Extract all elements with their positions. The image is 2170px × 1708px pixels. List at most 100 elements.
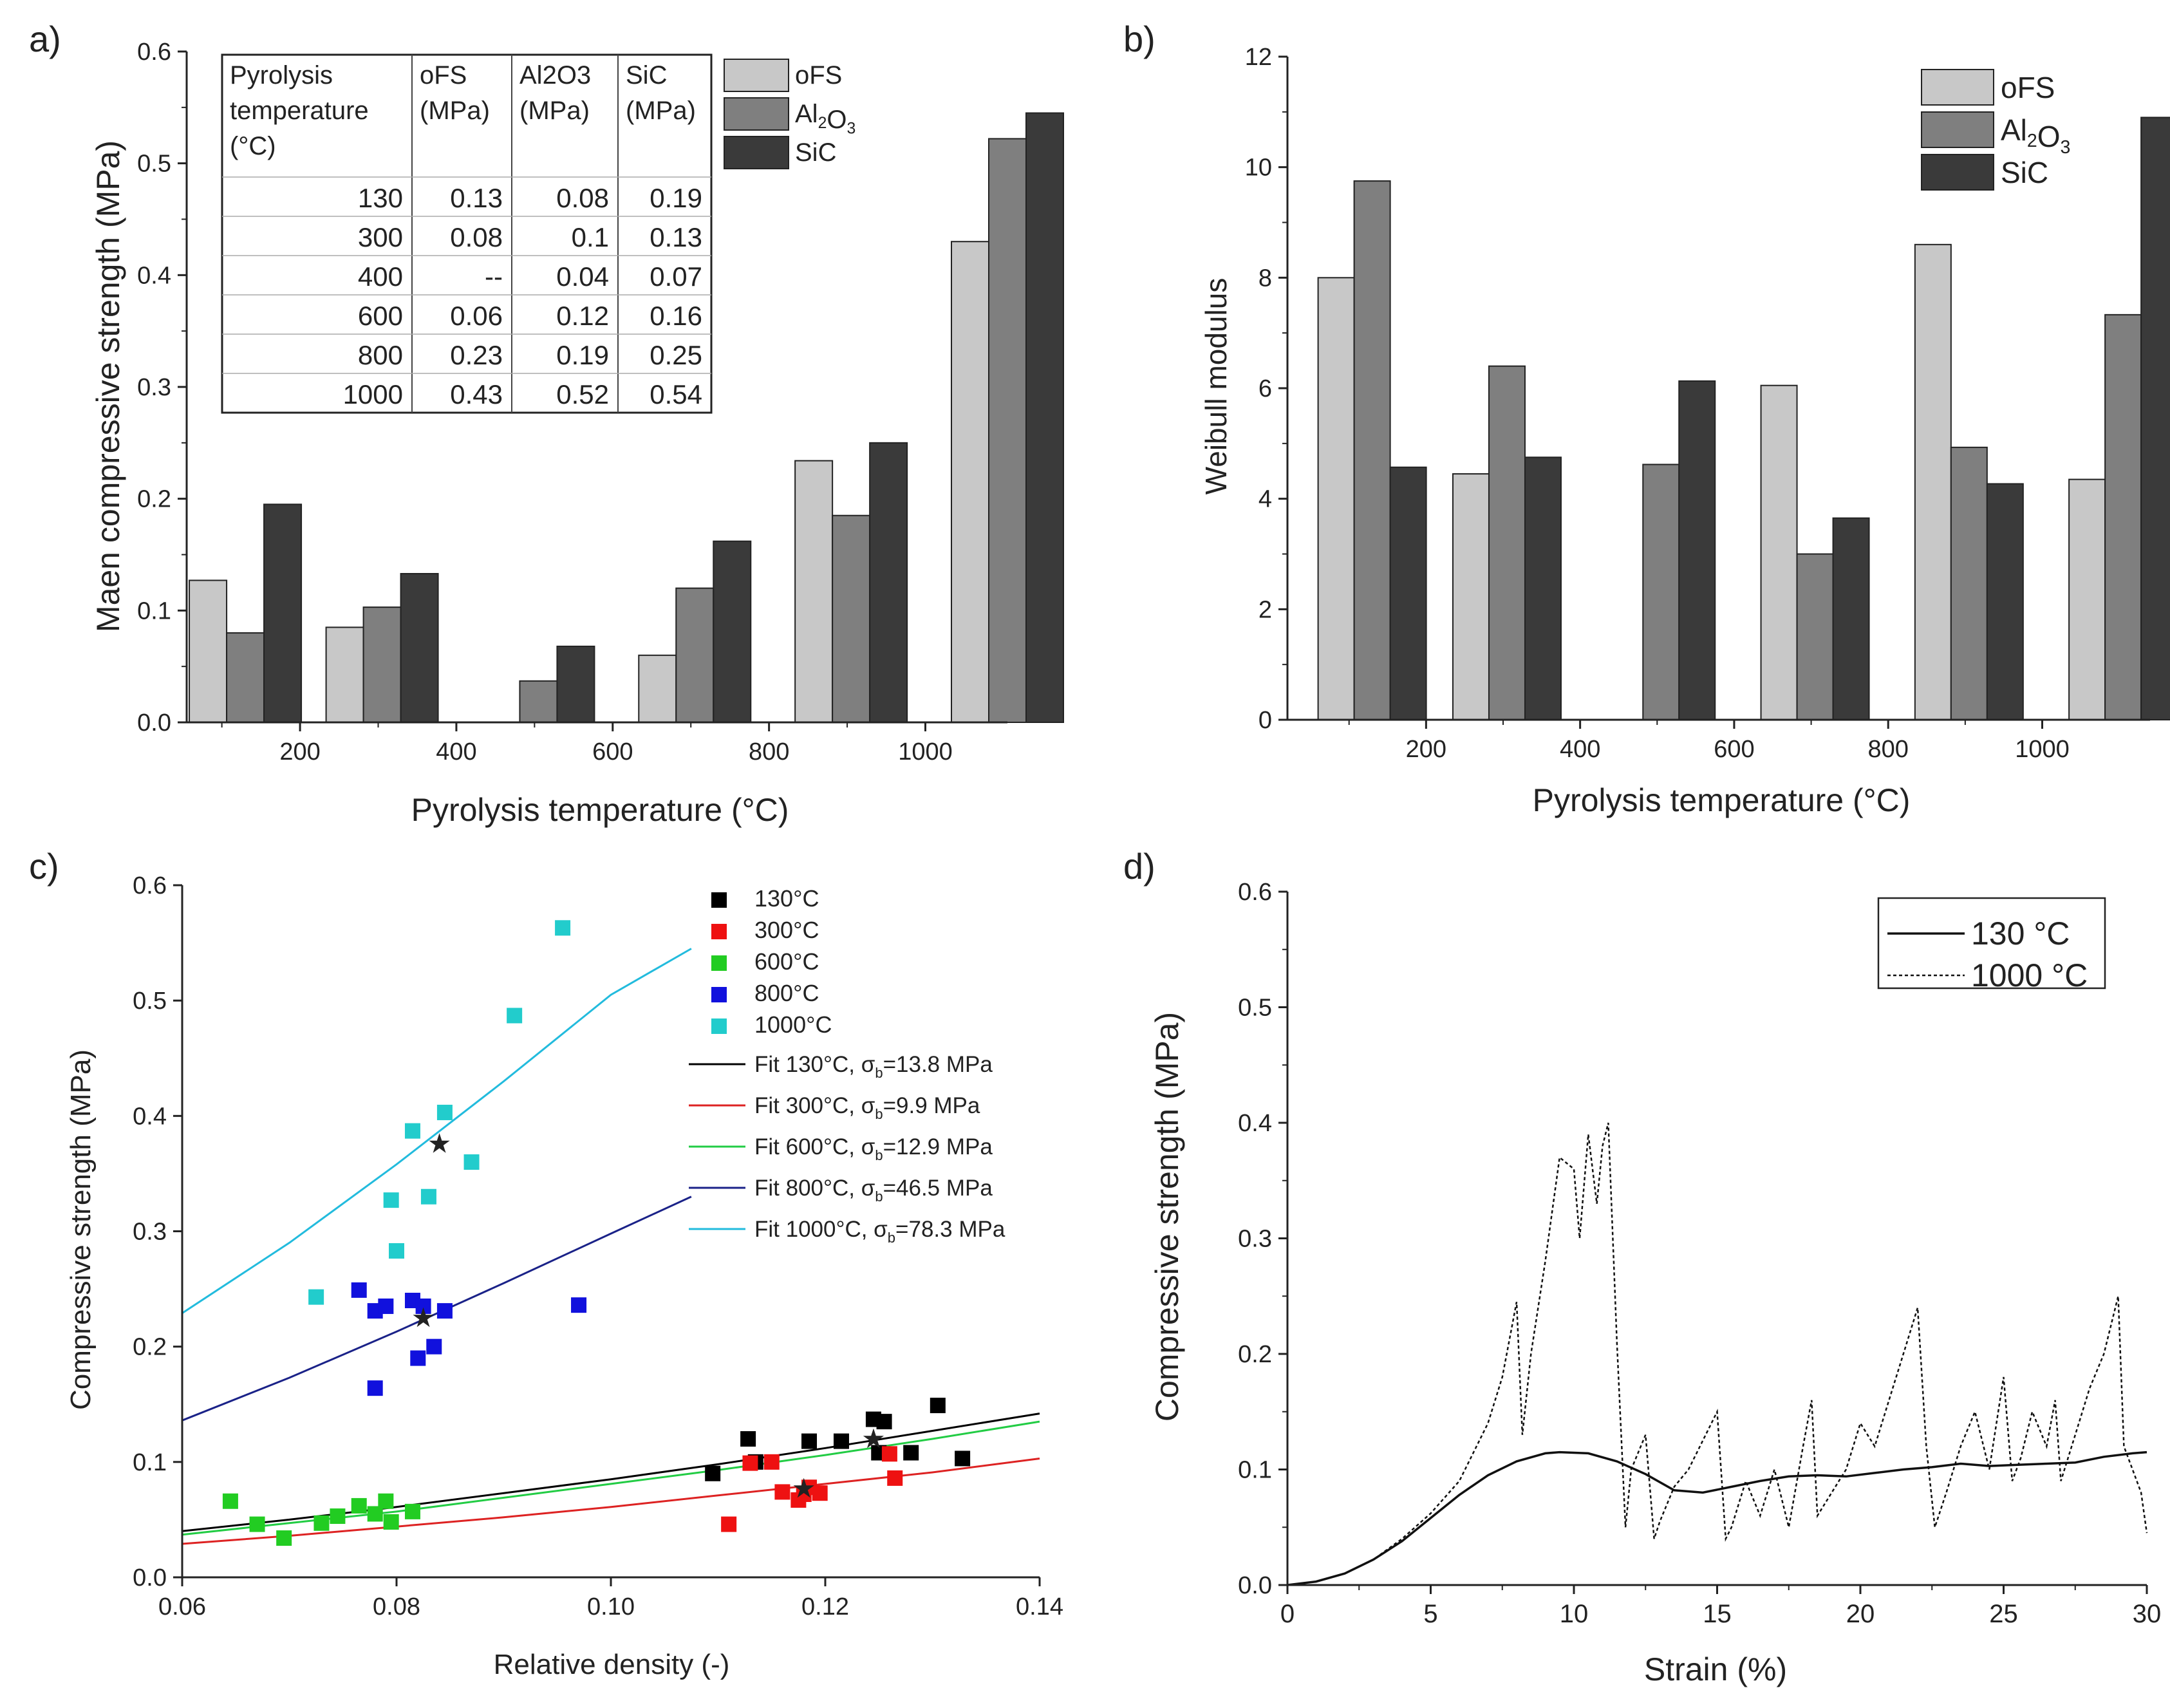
table-header-cell: (MPa) <box>626 97 696 125</box>
panel-c-point-2 <box>313 1515 330 1531</box>
panel-c-point-2 <box>249 1516 265 1532</box>
panel-d-x-tick-label: 0 <box>1280 1600 1295 1628</box>
panel-c-point-2 <box>351 1497 367 1514</box>
panel-b-bar-chart: 0 2 4 6 8 10 12 200 400 600 800 1000 Pyrolysis temp… <box>1199 44 2170 818</box>
panel-c-point-2 <box>378 1493 394 1509</box>
panel-c-legend-marker-0 <box>711 892 727 908</box>
panel-a-data-table: Pyrolysis temperature (°C) oFS (MPa) Al2O3 (MP… <box>221 53 713 414</box>
table-header-cell: (MPa) <box>519 97 590 125</box>
table-header-cell: Pyrolysis <box>230 61 333 89</box>
table-cell: 0.06 <box>450 301 503 331</box>
panel-c-scatter-chart: ★ ★ ★ ★ 0.0 0.1 0.2 0.3 0.4 0.5 0.6 0.06 0.08 0.10 0.… <box>65 872 1063 1680</box>
table-cell: 0.1 <box>572 222 609 252</box>
panel-c-point-4 <box>389 1243 404 1259</box>
panel-c-point-4 <box>555 920 571 936</box>
panel-b-y-axis-title: Weibull modulus <box>1199 278 1233 495</box>
panel-a-bar-ofs-600 <box>638 654 677 723</box>
panel-c-y-tick-label: 0.3 <box>133 1219 167 1246</box>
table-header-cell: (MPa) <box>420 97 490 125</box>
panel-d-legend: 130 °C 1000 °C <box>1877 897 2106 993</box>
panel-a-x-tick-label: 600 <box>592 738 633 765</box>
panel-d-line-chart: 0.0 0.1 0.2 0.3 0.4 0.5 0.6 0 5 10 15 20 25 30 Strain… <box>1149 879 2161 1687</box>
panel-c-legend-label-0: 130°C <box>754 885 819 912</box>
panel-a-bar-ofs-130 <box>189 579 228 724</box>
panel-a-bar-al2o3-130 <box>226 632 265 723</box>
panel-a-bar-al2o3-1000 <box>988 138 1027 723</box>
panel-c-point-0 <box>705 1465 721 1481</box>
panel-a-bar-ofs-800 <box>794 460 834 723</box>
panel-a-bar-chart: 0.0 0.1 0.2 0.3 0.4 0.5 0.6 200 400 600 800 1000 Py… <box>90 39 1064 828</box>
panel-a-y-tick-label: 0.3 <box>137 374 171 401</box>
panel-c-legend-fit-label-1: Fit 300°C, σb=9.9 MPa <box>754 1093 980 1122</box>
panel-b-x-tick-label: 600 <box>1714 736 1754 763</box>
panel-a-bar-sic-300 <box>400 573 439 723</box>
panel-c-x-tick-label: 0.12 <box>801 1593 849 1620</box>
panel-a-bar-sic-600 <box>713 540 752 723</box>
panel-d-x-tick-label: 25 <box>1989 1600 2018 1628</box>
panel-c-point-3 <box>410 1350 426 1366</box>
panel-a-x-tick-label: 400 <box>436 738 476 765</box>
panel-c-point-4 <box>308 1289 324 1305</box>
panel-c-point-4 <box>463 1154 480 1170</box>
panel-d-y-tick-label: 0.6 <box>1238 879 1272 906</box>
table-cell: 0.13 <box>650 222 702 252</box>
panel-d-legend-frame <box>1877 897 2106 990</box>
panel-b-bar-al2o3-1000 <box>2104 314 2142 720</box>
panel-a-legend-swatch-0 <box>724 59 789 92</box>
panel-c-point-4 <box>507 1008 523 1024</box>
panel-a-bar-sic-1000 <box>1025 112 1064 723</box>
panel-c-fit-line-0 <box>182 1412 1040 1532</box>
panel-c-fit-line-4 <box>182 948 692 1314</box>
panel-a-bar-al2o3-400 <box>519 680 558 723</box>
panel-c-legend-label-1: 300°C <box>754 917 819 943</box>
panel-c-point-1 <box>742 1455 758 1471</box>
panel-a-y-tick-label: 0.6 <box>137 39 171 66</box>
panel-c-point-3 <box>415 1298 431 1314</box>
panel-label-a: a) <box>29 19 61 59</box>
panel-c-legend: 130°C 300°C 600°C 800°C 1000°C Fit 130°C, σb=… <box>689 885 1005 1246</box>
table-cell: 800 <box>358 340 403 370</box>
table-cell: 0.23 <box>450 340 503 370</box>
table-cell: 0.07 <box>650 261 702 292</box>
panel-b-y-tick-label: 12 <box>1245 44 1272 71</box>
panel-a-bar-sic-800 <box>869 442 908 723</box>
panel-d-legend-label-0: 130 °C <box>1971 915 2070 952</box>
panel-a-x-tick-label: 1000 <box>898 738 953 765</box>
panel-a-y-tick-label: 0.1 <box>137 597 171 624</box>
panel-c-point-2 <box>330 1508 346 1525</box>
panel-b-bar-al2o3-400 <box>1642 464 1680 720</box>
panel-b-x-tick-label: 400 <box>1560 736 1600 763</box>
panel-c-point-2 <box>276 1530 292 1546</box>
table-cell: 0.13 <box>450 183 503 213</box>
panel-d-y-tick-label: 0.3 <box>1238 1226 1272 1253</box>
panel-a-legend-label-1: Al2O3 <box>795 100 856 138</box>
panel-a-bar-al2o3-600 <box>675 587 715 723</box>
panel-label-b: b) <box>1123 19 1155 59</box>
panel-a-bar-sic-130 <box>263 503 303 723</box>
panel-c-legend-fit-label-0: Fit 130°C, σb=13.8 MPa <box>754 1052 993 1081</box>
panel-b-x-tick-label: 1000 <box>2015 736 2070 763</box>
panel-c-fit-line-3 <box>182 1196 692 1422</box>
panel-c-legend-fit-label-4: Fit 1000°C, σb=78.3 MPa <box>754 1217 1005 1246</box>
panel-c-mean-star-marker: ★ <box>792 1473 816 1503</box>
panel-d-curve-1 <box>1287 1122 2148 1586</box>
panel-c-legend-label-4: 1000°C <box>754 1011 832 1038</box>
panel-c-point-2 <box>383 1514 399 1530</box>
panel-b-bar-al2o3-600 <box>1796 553 1834 720</box>
panel-a-bar-sic-400 <box>556 645 595 724</box>
panel-b-bar-ofs-800 <box>1914 243 1952 721</box>
table-cell: 0.54 <box>650 379 702 409</box>
panel-a-bar-al2o3-800 <box>832 514 871 723</box>
panel-b-y-tick-label: 8 <box>1258 265 1272 292</box>
panel-d-y-tick-label: 0.2 <box>1238 1341 1272 1368</box>
panel-c-point-0 <box>833 1433 849 1449</box>
panel-b-y-tick-label: 0 <box>1258 707 1272 734</box>
panel-c-point-1 <box>881 1446 897 1462</box>
panel-c-point-0 <box>876 1414 892 1430</box>
panel-c-point-0 <box>801 1433 818 1449</box>
panel-b-x-axis-title: Pyrolysis temperature (°C) <box>1533 782 1911 818</box>
panel-d-y-tick-label: 0.4 <box>1238 1110 1272 1137</box>
table-cell: 0.08 <box>450 222 503 252</box>
